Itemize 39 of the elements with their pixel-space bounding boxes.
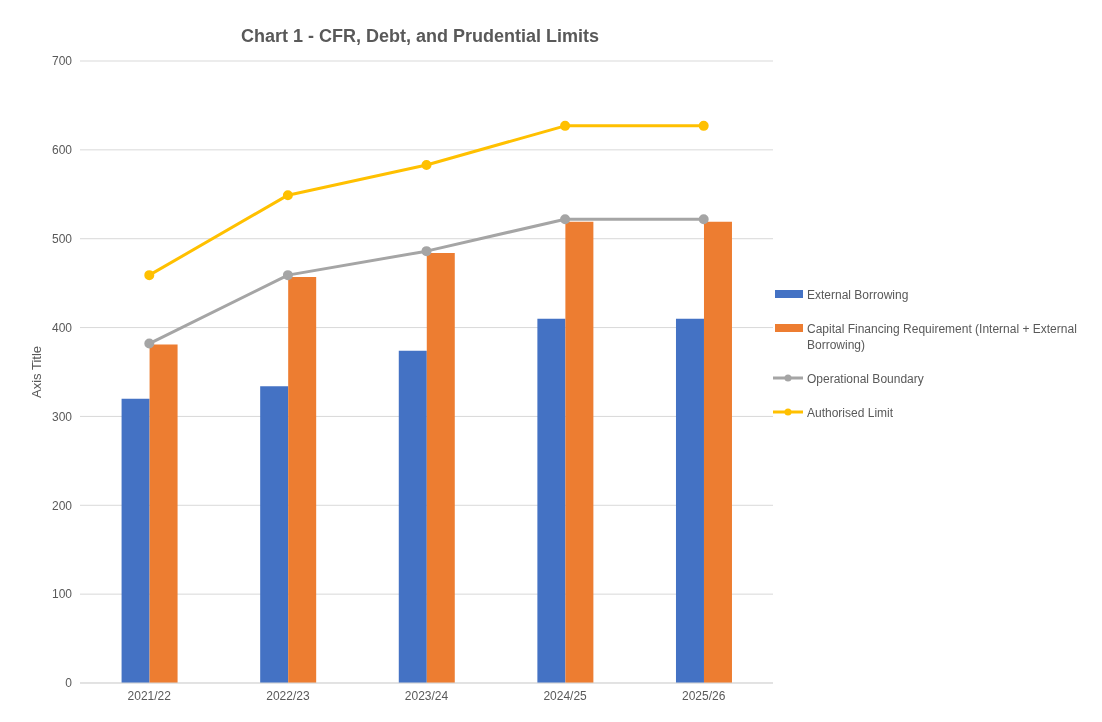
- bar: [121, 398, 150, 683]
- y-tick-label: 0: [65, 676, 73, 691]
- y-tick-label: 200: [51, 498, 73, 513]
- bar: [565, 221, 594, 683]
- y-tick-label: 700: [51, 54, 73, 69]
- legend-label: External Borrowing: [807, 287, 909, 303]
- x-tick-label: 2022/23: [266, 688, 310, 703]
- point: [144, 270, 155, 281]
- point: [421, 159, 432, 170]
- legend-label: Authorised Limit: [807, 405, 894, 421]
- point: [421, 246, 432, 257]
- x-tick-label: 2023/24: [404, 688, 449, 703]
- bar: [537, 318, 566, 683]
- x-tick-label: 2025/26: [682, 688, 726, 703]
- bar: [288, 276, 317, 683]
- bar: [703, 221, 732, 683]
- y-tick-label: 300: [51, 409, 73, 424]
- point: [282, 270, 293, 281]
- point: [560, 120, 571, 131]
- x-tick-label: 2021/22: [127, 688, 172, 703]
- y-tick-label: 100: [51, 587, 73, 602]
- y-tick-label: 400: [51, 320, 73, 335]
- y-axis-title: Axis Title: [28, 345, 44, 399]
- chart-title: Chart 1 - CFR, Debt, and Prudential Limits: [240, 26, 600, 47]
- y-tick-label: 600: [51, 143, 73, 158]
- bar: [398, 350, 427, 683]
- legend-label: Operational Boundary: [807, 371, 924, 387]
- bar: [426, 252, 455, 683]
- point: [144, 338, 155, 349]
- bar: [260, 386, 289, 683]
- point: [698, 214, 709, 225]
- legend-label: Capital Financing Requirement (Internal + External Borrowing): [807, 321, 1078, 353]
- point: [560, 214, 571, 225]
- bar: [675, 318, 704, 683]
- x-tick-label: 2024/25: [543, 688, 588, 703]
- point: [698, 120, 709, 131]
- bar: [149, 344, 178, 683]
- point: [282, 190, 293, 201]
- y-tick-label: 500: [51, 231, 73, 246]
